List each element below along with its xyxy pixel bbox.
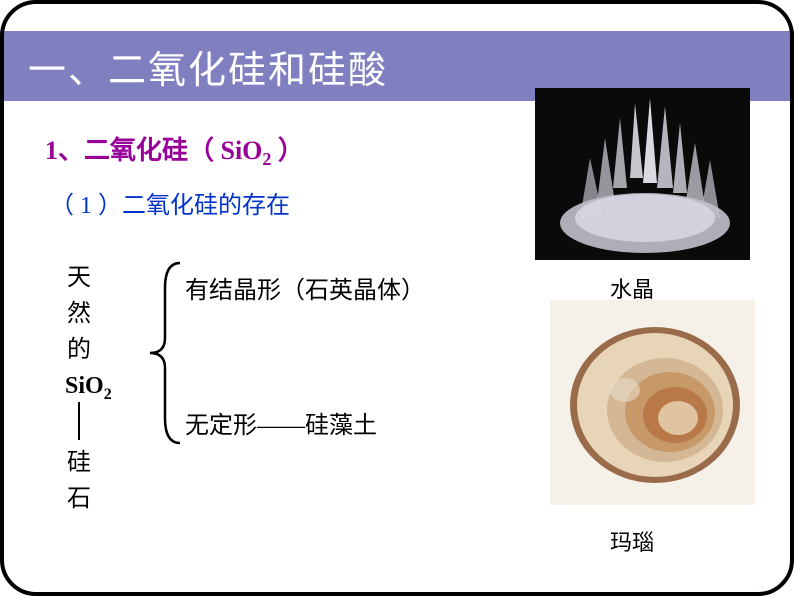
vlabel-b2: 石 <box>65 481 93 517</box>
sub-heading: （ 1 ）二氧化硅的存在 <box>50 185 290 220</box>
branch-crystalline: 有结晶形（石英晶体） <box>185 270 425 305</box>
crystal-image <box>535 88 750 260</box>
heading-text: 1、二氧化硅（ SiO <box>45 136 262 165</box>
heading-end: ） <box>271 136 304 165</box>
vlabel-3: 的 <box>65 332 93 368</box>
connector-line <box>78 402 80 440</box>
vlabel-1: 天 <box>65 260 93 296</box>
slide-title: 一、二氧化硅和硅酸 <box>28 39 388 94</box>
vlabel-2: 然 <box>65 296 93 332</box>
vlabel-formula: SiO2 <box>65 368 93 407</box>
agate-image <box>550 300 755 505</box>
section-heading: 1、二氧化硅（ SiO2 ） <box>45 130 304 170</box>
branch-amorphous: 无定形——硅藻土 <box>185 405 377 440</box>
brace-icon <box>145 258 185 448</box>
agate-caption: 玛瑙 <box>610 525 654 557</box>
vertical-label: 天 然 的 SiO2 硅 石 <box>65 260 93 517</box>
vlabel-b1: 硅 <box>65 445 93 481</box>
